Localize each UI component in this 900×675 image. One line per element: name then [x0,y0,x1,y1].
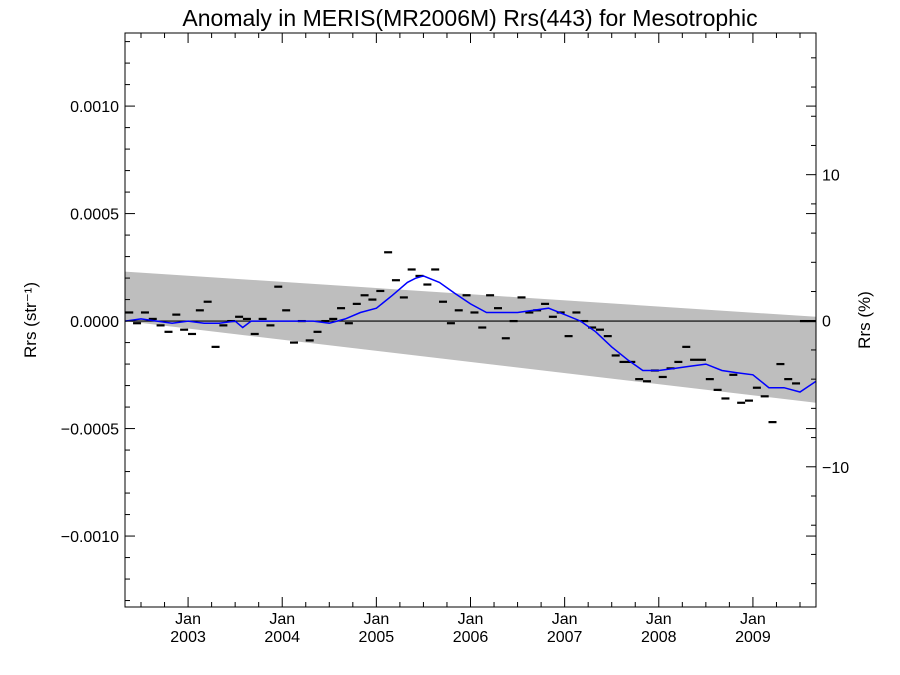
x-tick-label-year: 2006 [453,629,489,646]
y-axis-label-right: Rrs (%) [855,291,874,349]
x-tick-label-year: 2009 [735,629,771,646]
chart-title: Anomaly in MERIS(MR2006M) Rrs(443) for M… [182,5,757,31]
y-tick-label-left: −0.0010 [61,529,119,546]
y2-tick-label: −10 [822,460,849,477]
x-tick-label-month: Jan [458,611,484,628]
x-tick-label-month: Jan [552,611,578,628]
uncertainty-band [125,271,816,403]
x-tick-label-year: 2003 [170,629,206,646]
y2-tick-label: 0 [822,314,831,331]
y-tick-label-left: 0.0000 [70,314,119,331]
y-axis-label-left: Rrs (str⁻¹) [21,282,40,358]
axis-layer: 0.0010 0.0005 0.0000 −0.0005 −0.0010 10 0 −10 Ja… [61,33,849,646]
y2-tick-label: 10 [822,168,840,185]
y-tick-label-left: −0.0005 [61,422,119,439]
x-tick-label-month: Jan [269,611,295,628]
x-tick-label-year: 2004 [264,629,300,646]
x-tick-label-year: 2005 [359,629,395,646]
x-tick-label-year: 2007 [547,629,583,646]
x-tick-label-year: 2008 [641,629,677,646]
x-tick-label-month: Jan [740,611,766,628]
y-tick-label-left: 0.0005 [70,207,119,224]
series-layer [124,251,817,424]
uncertainty-band-layer [125,271,816,403]
x-tick-label-month: Jan [646,611,672,628]
x-tick-label-month: Jan [363,611,389,628]
x-tick-label-month: Jan [175,611,201,628]
running-mean-line [124,275,817,393]
y-tick-label-left: 0.0010 [70,99,119,116]
